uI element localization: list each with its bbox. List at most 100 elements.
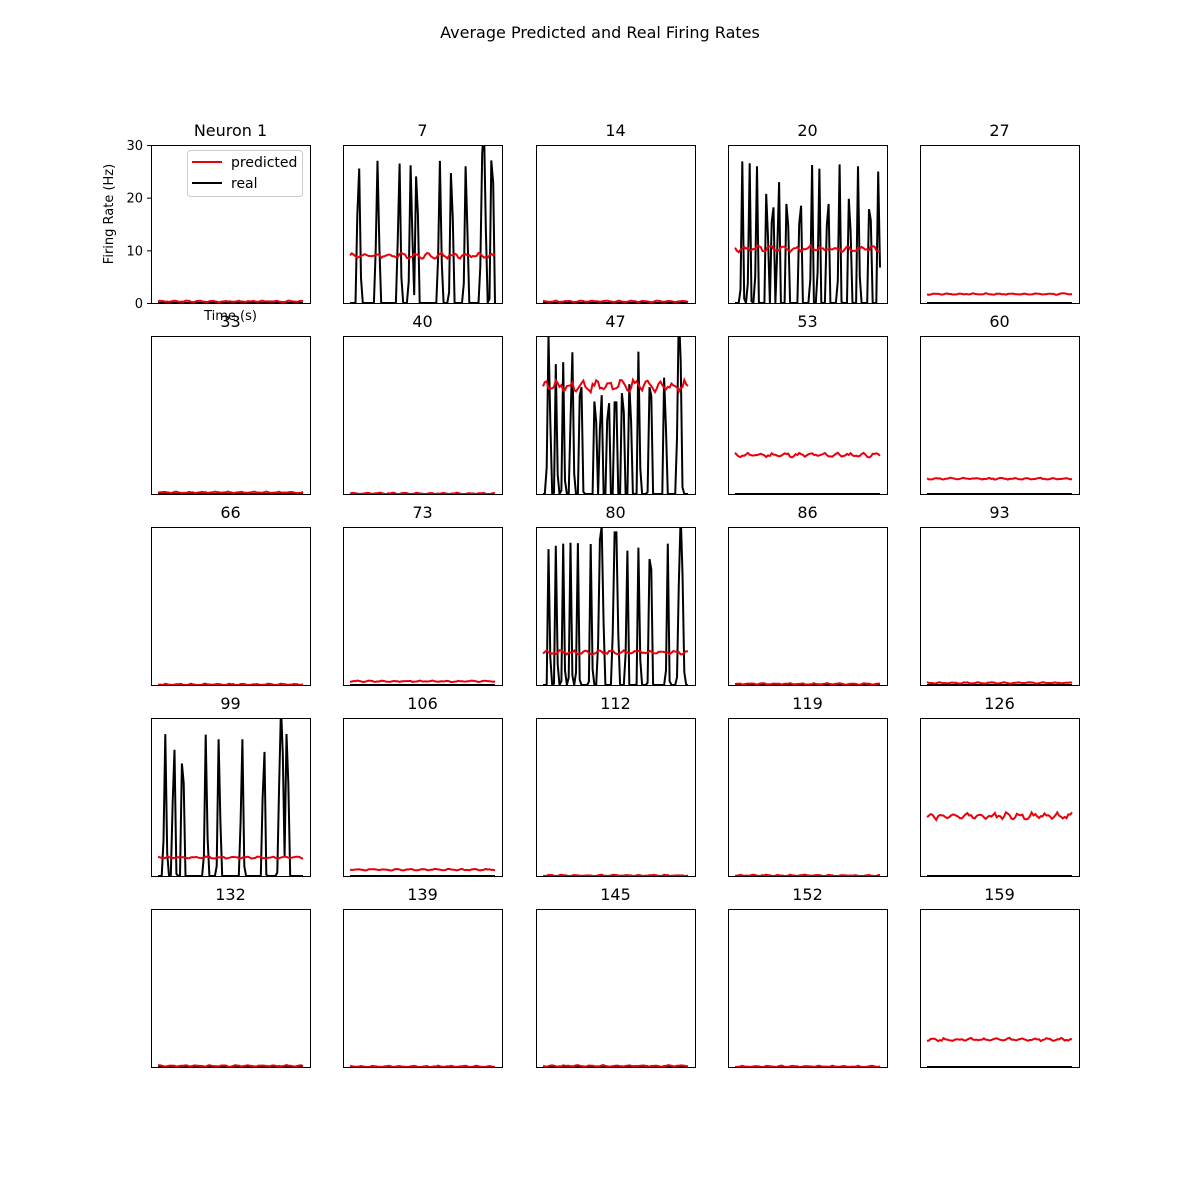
panel-title: 33 bbox=[220, 312, 240, 331]
panel-title: 99 bbox=[220, 694, 240, 713]
panel-25: 159 bbox=[920, 885, 1080, 1068]
predicted-line bbox=[542, 377, 689, 395]
panel-13: 80 bbox=[536, 503, 696, 686]
predicted-line bbox=[157, 299, 303, 303]
panel-title: 93 bbox=[989, 503, 1009, 522]
panel-7: 40 bbox=[343, 312, 503, 495]
panel-title: 47 bbox=[605, 312, 625, 331]
panel-frame bbox=[728, 336, 888, 495]
panel-3: 14 bbox=[536, 121, 696, 304]
panel-title: 106 bbox=[407, 694, 438, 713]
predicted-line bbox=[926, 292, 1073, 296]
panel-frame bbox=[728, 718, 888, 877]
panel-title: 112 bbox=[600, 694, 631, 713]
panel-title: 119 bbox=[792, 694, 823, 713]
real-line bbox=[350, 145, 496, 303]
panel-title: 40 bbox=[412, 312, 432, 331]
panels-grid: Neuron 1 0 10 20 30 Firing Rate (Hz) Time (s) p… bbox=[102, 121, 1080, 1068]
panel-23: 145 bbox=[536, 885, 696, 1068]
ytick-label: 20 bbox=[126, 192, 143, 207]
ytick-label: 0 bbox=[135, 297, 143, 312]
panel-17: 106 bbox=[343, 694, 503, 877]
panel-title: 139 bbox=[407, 885, 438, 904]
predicted-line bbox=[349, 867, 496, 872]
panel-21: 132 bbox=[151, 885, 311, 1068]
panel-title: 14 bbox=[605, 121, 625, 140]
panel-frame bbox=[920, 336, 1080, 495]
legend-label-real: real bbox=[231, 176, 258, 192]
panel-title: 60 bbox=[989, 312, 1009, 331]
predicted-line bbox=[157, 855, 304, 860]
panel-6: 33 bbox=[151, 312, 311, 495]
panel-frame bbox=[728, 527, 888, 686]
panel-frame bbox=[920, 145, 1080, 304]
panel-1: Neuron 1 0 10 20 30 Firing Rate (Hz) Time (s) p… bbox=[102, 121, 311, 324]
panel-12: 73 bbox=[343, 503, 503, 686]
panel-frame bbox=[151, 718, 311, 877]
predicted-line bbox=[157, 490, 304, 494]
panel-frame bbox=[343, 527, 503, 686]
panel-16: 99 bbox=[151, 694, 311, 877]
predicted-line bbox=[542, 299, 689, 303]
predicted-line bbox=[734, 682, 881, 685]
panel-9: 53 bbox=[728, 312, 888, 495]
predicted-line bbox=[926, 681, 1073, 685]
panel-frame bbox=[728, 145, 888, 304]
panel-22: 139 bbox=[343, 885, 503, 1068]
real-line bbox=[543, 336, 688, 494]
panel-frame bbox=[920, 718, 1080, 877]
panel-frame bbox=[920, 909, 1080, 1068]
predicted-line bbox=[349, 1064, 496, 1067]
panel-19: 119 bbox=[728, 694, 888, 877]
panel-frame bbox=[151, 909, 311, 1068]
panel-24: 152 bbox=[728, 885, 888, 1068]
panel-frame bbox=[343, 145, 503, 304]
panel-title: 73 bbox=[412, 503, 432, 522]
panel-title: 86 bbox=[797, 503, 817, 522]
panel-title: 126 bbox=[984, 694, 1015, 713]
panel-frame bbox=[536, 336, 696, 495]
panel-title: 80 bbox=[605, 503, 625, 522]
predicted-line bbox=[542, 873, 689, 876]
ytick-label: 10 bbox=[126, 244, 143, 259]
panel-2: 7 bbox=[343, 121, 503, 304]
real-line bbox=[158, 718, 303, 876]
predicted-line bbox=[542, 648, 689, 656]
panel-frame bbox=[536, 527, 696, 686]
panel-frame bbox=[343, 718, 503, 877]
panel-frame bbox=[151, 145, 311, 304]
panel-frame bbox=[343, 336, 503, 495]
predicted-line bbox=[542, 1064, 689, 1067]
panel-title: 152 bbox=[792, 885, 823, 904]
panel-5: 27 bbox=[920, 121, 1080, 304]
panel-frame bbox=[151, 336, 311, 495]
panel-20: 126 bbox=[920, 694, 1080, 877]
panel-4: 20 bbox=[728, 121, 888, 304]
y-axis-label: Firing Rate (Hz) bbox=[102, 164, 117, 264]
predicted-line bbox=[926, 476, 1073, 481]
predicted-line bbox=[926, 1036, 1073, 1043]
panel-15: 93 bbox=[920, 503, 1080, 686]
predicted-line bbox=[157, 1064, 304, 1067]
legend: predicted real bbox=[187, 150, 303, 197]
panel-10: 60 bbox=[920, 312, 1080, 495]
predicted-line bbox=[349, 251, 496, 260]
panel-title: 20 bbox=[797, 121, 817, 140]
panel-title: 159 bbox=[984, 885, 1015, 904]
real-line bbox=[543, 527, 688, 685]
panel-frame bbox=[728, 909, 888, 1068]
panel-title: 145 bbox=[600, 885, 631, 904]
predicted-line bbox=[734, 243, 881, 254]
predicted-line bbox=[734, 451, 881, 459]
panel-frame bbox=[151, 527, 311, 686]
panel-frame bbox=[343, 909, 503, 1068]
panel-title: 27 bbox=[989, 121, 1009, 140]
panel-title: 53 bbox=[797, 312, 817, 331]
predicted-line bbox=[734, 873, 881, 876]
panel-frame bbox=[536, 145, 696, 304]
panel-frame bbox=[536, 718, 696, 877]
x-axis-label: Time (s) bbox=[203, 309, 257, 324]
panel-title: Neuron 1 bbox=[194, 121, 267, 140]
panel-frame bbox=[536, 909, 696, 1068]
panel-title: 132 bbox=[215, 885, 246, 904]
